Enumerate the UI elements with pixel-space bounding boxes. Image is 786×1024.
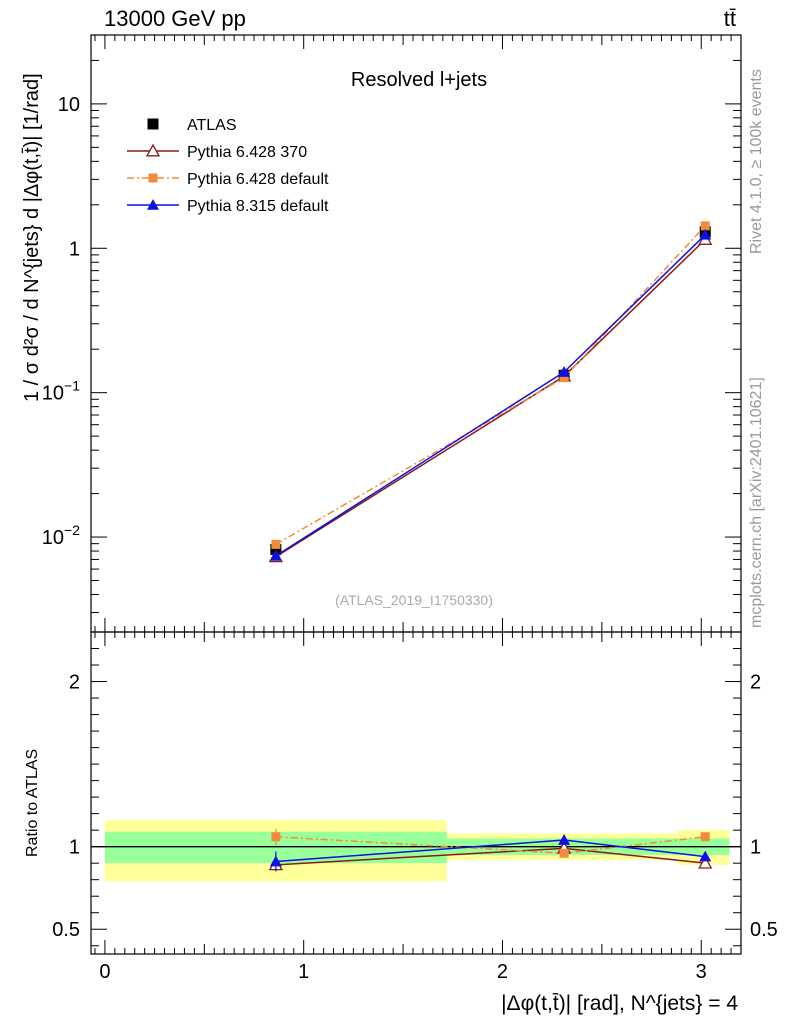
source-label: mcplots.cern.ch [arXiv:2401.10621] <box>748 377 765 628</box>
ratio-tick-label: 2 <box>69 672 80 694</box>
legend-label: Pythia 6.428 default <box>187 171 329 188</box>
x-tick-label: 1 <box>298 961 309 983</box>
ratio-point <box>558 834 571 845</box>
series-point <box>559 373 569 383</box>
x-tick-label: 0 <box>99 961 110 983</box>
series-line <box>275 238 706 558</box>
y-tick-label: 10 <box>58 94 80 116</box>
x-tick-label: 3 <box>696 961 707 983</box>
series-line <box>275 225 706 546</box>
chart-title: Resolved l+jets <box>351 69 487 91</box>
ratio-point <box>271 832 281 842</box>
ratio-point <box>700 832 710 842</box>
x-axis-title: |Δφ(t,t̄)| [rad], N^{jets} = 4 <box>501 992 738 1015</box>
y-axis-title-bottom: Ratio to ATLAS <box>24 749 41 857</box>
ratio-point <box>698 855 713 869</box>
legend-label: ATLAS <box>187 117 237 134</box>
top-series <box>268 221 713 563</box>
series-point <box>699 228 712 240</box>
ratio-point <box>699 850 712 862</box>
ratio-tick-label-right: 2 <box>750 672 761 694</box>
ratio-tick-label-right: 0.5 <box>750 919 778 941</box>
rivet-label: Rivet 4.1.0, ≥ 100k events <box>748 69 765 254</box>
legend-marker <box>148 173 158 183</box>
bottom-axes: 0 1 2 3 0.5 0.5 1 1 2 2 <box>52 632 778 983</box>
energy-label: 13000 GeV pp <box>104 6 246 31</box>
ratio-tick-label: 0.5 <box>52 919 80 941</box>
series-point <box>271 539 281 549</box>
series-point <box>700 221 710 231</box>
ratio-tick-label-right: 1 <box>750 837 761 859</box>
ratio-point <box>559 848 569 858</box>
ratio-point <box>269 855 282 867</box>
legend-marker <box>147 199 159 210</box>
x-tick-label: 2 <box>497 961 508 983</box>
legend-label: Pythia 6.428 370 <box>187 144 307 161</box>
ratio-tick-label: 1 <box>69 837 80 859</box>
top-axes: 10−2 10−1 1 10 <box>42 34 742 632</box>
legend-label: Pythia 8.315 default <box>187 198 329 215</box>
watermark: (ATLAS_2019_I1750330) <box>335 592 493 608</box>
series-line <box>275 234 706 557</box>
y-tick-label: 10−2 <box>42 522 80 549</box>
series-point <box>558 366 571 377</box>
ratio-series <box>268 828 713 872</box>
legend-marker <box>145 143 161 157</box>
series-point <box>269 549 282 561</box>
legend: ATLAS Pythia 6.428 370 Pythia 6.428 defaul… <box>127 117 329 215</box>
y-axis-title-top: 1 / σ d²σ / d N^{jets} d |Δφ(t,t̄)| [1/r… <box>21 73 43 402</box>
y-tick-label: 1 <box>69 238 80 260</box>
bottom-frame <box>90 631 742 955</box>
y-tick-label: 10−1 <box>42 378 80 405</box>
process-label: tt̄ <box>724 6 736 31</box>
legend-marker <box>147 118 159 130</box>
